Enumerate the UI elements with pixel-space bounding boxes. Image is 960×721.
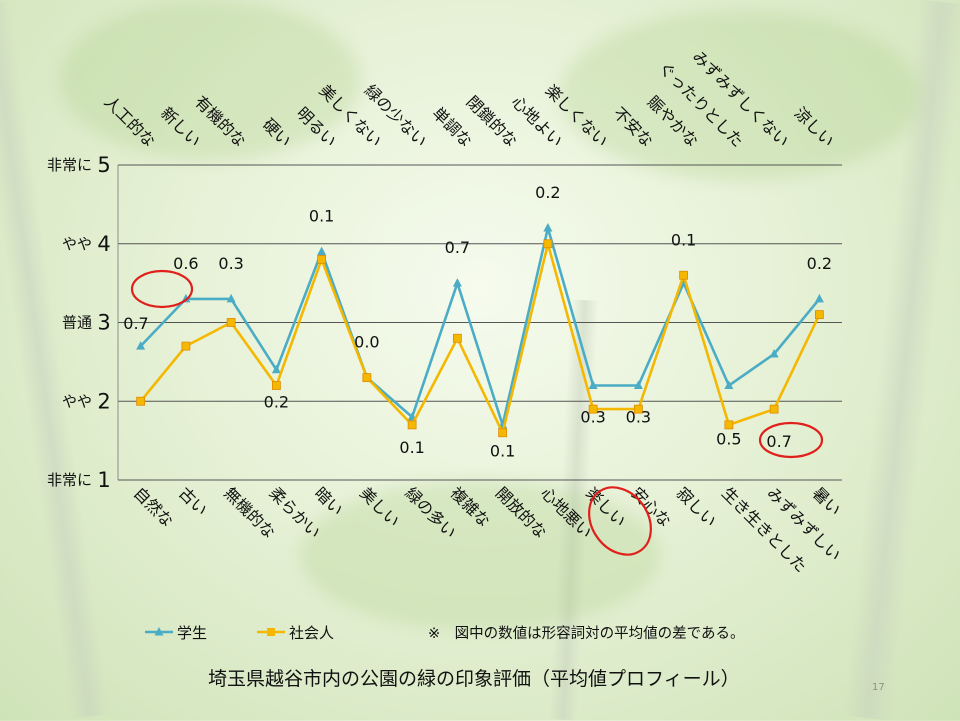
page-number: 17 bbox=[872, 682, 885, 693]
legend-label: 社会人 bbox=[289, 624, 334, 642]
bottom-adjective-label: 暗い bbox=[311, 483, 347, 519]
legend-label: 学生 bbox=[177, 624, 207, 642]
data-point-triangle bbox=[588, 380, 598, 389]
top-adjective-label: 硬い bbox=[259, 115, 295, 151]
difference-label: 0.3 bbox=[626, 408, 651, 427]
legend-marker bbox=[267, 628, 275, 636]
bottom-adjective-label: 寂しい bbox=[673, 483, 720, 530]
y-tick-number: 5 bbox=[97, 153, 110, 177]
bottom-adjective-label: 古い bbox=[175, 483, 211, 519]
data-point-square bbox=[724, 420, 734, 430]
data-point-triangle bbox=[724, 380, 734, 389]
highlight-ellipse bbox=[130, 269, 194, 309]
data-point-square bbox=[362, 373, 372, 383]
difference-label: 0.2 bbox=[264, 393, 289, 412]
series-line bbox=[139, 226, 821, 427]
difference-label: 0.7 bbox=[445, 238, 470, 257]
difference-label: 0.3 bbox=[218, 254, 243, 273]
data-point-square bbox=[452, 333, 462, 343]
data-point-triangle bbox=[271, 364, 281, 374]
y-tick-word: 非常に bbox=[47, 471, 92, 489]
difference-label: 0.0 bbox=[354, 333, 379, 352]
data-point-triangle bbox=[633, 380, 643, 389]
background-canopy bbox=[60, 0, 360, 160]
data-point-square bbox=[543, 239, 553, 249]
y-tick-number: 4 bbox=[97, 232, 110, 256]
data-point-triangle bbox=[226, 293, 236, 303]
data-point-square bbox=[407, 420, 417, 430]
series-lines bbox=[136, 223, 824, 438]
difference-label: 0.2 bbox=[807, 254, 832, 273]
y-tick-word: 非常に bbox=[47, 156, 92, 174]
y-tick-word: やや bbox=[62, 392, 92, 410]
background-canopy bbox=[300, 480, 660, 630]
bottom-adjective-label: 美しい bbox=[356, 483, 403, 530]
data-point-square bbox=[588, 404, 598, 414]
bottom-adjective-label: 暑い bbox=[809, 483, 845, 519]
highlight-ellipse bbox=[758, 421, 824, 459]
difference-label: 0.1 bbox=[309, 207, 334, 226]
y-tick-number: 3 bbox=[97, 311, 110, 335]
difference-label: 0.3 bbox=[580, 408, 605, 427]
highlight-ellipse bbox=[588, 486, 652, 556]
difference-label: 0.7 bbox=[123, 314, 148, 333]
data-point-triangle bbox=[136, 341, 146, 350]
data-point-square bbox=[317, 255, 327, 264]
difference-label: 0.1 bbox=[399, 438, 424, 457]
data-point-triangle bbox=[543, 223, 553, 232]
highlight-ellipses bbox=[130, 269, 824, 556]
chart-title: 埼玉県越谷市内の公園の緑の印象評価（平均値プロフィール） bbox=[208, 668, 740, 690]
data-point-square bbox=[679, 270, 689, 280]
data-point-square bbox=[498, 428, 508, 438]
top-adjective-label: 人工的な bbox=[101, 92, 160, 151]
background-canopy bbox=[560, 10, 920, 180]
difference-labels: 0.7 0.6 0.3 0.2 0.1 0.0 0.1 0.7 0.1 0.2 0.3 0.3 0.1 0… bbox=[123, 183, 832, 460]
data-point-triangle bbox=[317, 246, 327, 256]
difference-label: 0.7 bbox=[766, 432, 791, 451]
y-tick-number: 1 bbox=[97, 468, 110, 492]
legend-marker bbox=[154, 627, 164, 636]
data-point-square bbox=[769, 404, 779, 414]
series-line bbox=[139, 242, 821, 435]
data-point-square bbox=[181, 341, 191, 351]
bottom-adjective-label: 自然な bbox=[130, 483, 177, 530]
y-tick-word: やや bbox=[62, 235, 92, 253]
data-point-square bbox=[271, 381, 281, 390]
legend: 学生 社会人 bbox=[145, 624, 334, 642]
difference-label: 0.6 bbox=[173, 254, 198, 273]
difference-label: 0.2 bbox=[535, 183, 560, 202]
top-adjective-label: 涼しい bbox=[791, 103, 838, 150]
data-point-square bbox=[136, 396, 146, 406]
data-point-square bbox=[226, 318, 236, 327]
y-axis-ticks: 非常に 5 やや 4 普通 3 やや 2 非常に 1 bbox=[47, 153, 111, 492]
data-point-square bbox=[633, 404, 643, 414]
difference-label: 0.1 bbox=[671, 230, 696, 249]
data-point-triangle bbox=[452, 278, 462, 287]
data-point-triangle bbox=[769, 349, 779, 358]
chart-note: ※ 図中の数値は形容詞対の平均値の差である。 bbox=[428, 625, 745, 642]
y-tick-word: 普通 bbox=[62, 314, 92, 332]
y-tick-number: 2 bbox=[97, 389, 110, 413]
difference-label: 0.1 bbox=[490, 441, 515, 460]
difference-label: 0.5 bbox=[716, 430, 741, 449]
data-point-triangle bbox=[814, 293, 824, 303]
data-point-square bbox=[814, 310, 824, 320]
